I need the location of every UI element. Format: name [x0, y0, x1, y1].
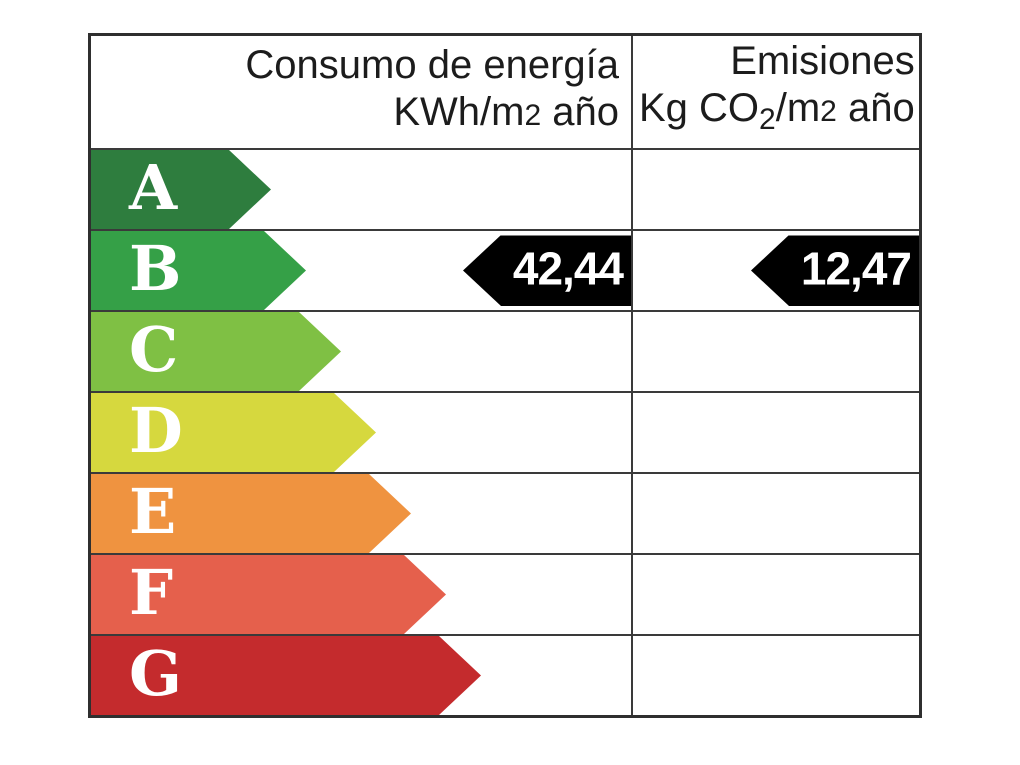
grade-c-energy-cell: C — [91, 312, 633, 391]
table-header-row: Consumo de energía KWh/m2 año Emisiones … — [91, 36, 919, 150]
m2-exponent: 2 — [820, 94, 837, 128]
grade-row-d: D — [91, 393, 919, 474]
grade-e-energy-cell: E — [91, 474, 633, 553]
grade-a-energy-cell: A — [91, 150, 633, 229]
grade-letter-d: D — [129, 393, 183, 467]
header-emissions-line2: Kg CO2/m2 año — [639, 85, 915, 136]
grade-letter-b: B — [129, 231, 182, 305]
grade-b-emissions-cell: 12,47 — [633, 231, 919, 310]
energy-value-marker-arrow: 42,44 — [463, 235, 631, 306]
grade-bar-d: D — [91, 393, 376, 472]
grade-row-e: E — [91, 474, 919, 555]
header-energy-line2: KWh/m2 año — [393, 89, 619, 134]
emissions-value-marker-arrow: 12,47 — [751, 235, 919, 306]
grade-row-a: A — [91, 150, 919, 231]
grade-g-emissions-cell — [633, 636, 919, 715]
header-emissions: Emisiones Kg CO2/m2 año — [633, 36, 927, 148]
header-energy-consumption: Consumo de energía KWh/m2 año — [91, 36, 633, 148]
grade-row-b: B 42,44 12,47 — [91, 231, 919, 312]
grade-b-energy-cell: B 42,44 — [91, 231, 633, 310]
grade-row-c: C — [91, 312, 919, 393]
grade-row-g: G — [91, 636, 919, 715]
grade-a-emissions-cell — [633, 150, 919, 229]
energy-label-table: Consumo de energía KWh/m2 año Emisiones … — [88, 33, 922, 718]
grade-letter-f: F — [129, 555, 174, 629]
grade-d-emissions-cell — [633, 393, 919, 472]
co2-subscript: 2 — [759, 102, 776, 136]
emissions-value: 12,47 — [800, 242, 912, 295]
grade-letter-c: C — [129, 312, 179, 386]
m2-exponent: 2 — [524, 98, 542, 132]
grade-bar-a: A — [91, 150, 271, 229]
grade-row-f: F — [91, 555, 919, 636]
grade-letter-e: E — [129, 474, 177, 548]
grade-f-energy-cell: F — [91, 555, 633, 634]
grade-g-energy-cell: G — [91, 636, 633, 715]
energy-value: 42,44 — [512, 242, 624, 295]
grade-d-energy-cell: D — [91, 393, 633, 472]
grade-bar-e: E — [91, 474, 411, 553]
grade-letter-g: G — [129, 636, 182, 710]
grade-bar-g: G — [91, 636, 481, 715]
header-energy-line1: Consumo de energía — [245, 42, 619, 87]
grade-bar-c: C — [91, 312, 341, 391]
grade-f-emissions-cell — [633, 555, 919, 634]
grade-c-emissions-cell — [633, 312, 919, 391]
header-emissions-line1: Emisiones — [730, 38, 915, 83]
grade-e-emissions-cell — [633, 474, 919, 553]
grade-bar-f: F — [91, 555, 446, 634]
grade-bar-b: B — [91, 231, 306, 310]
grade-letter-a: A — [129, 150, 178, 224]
